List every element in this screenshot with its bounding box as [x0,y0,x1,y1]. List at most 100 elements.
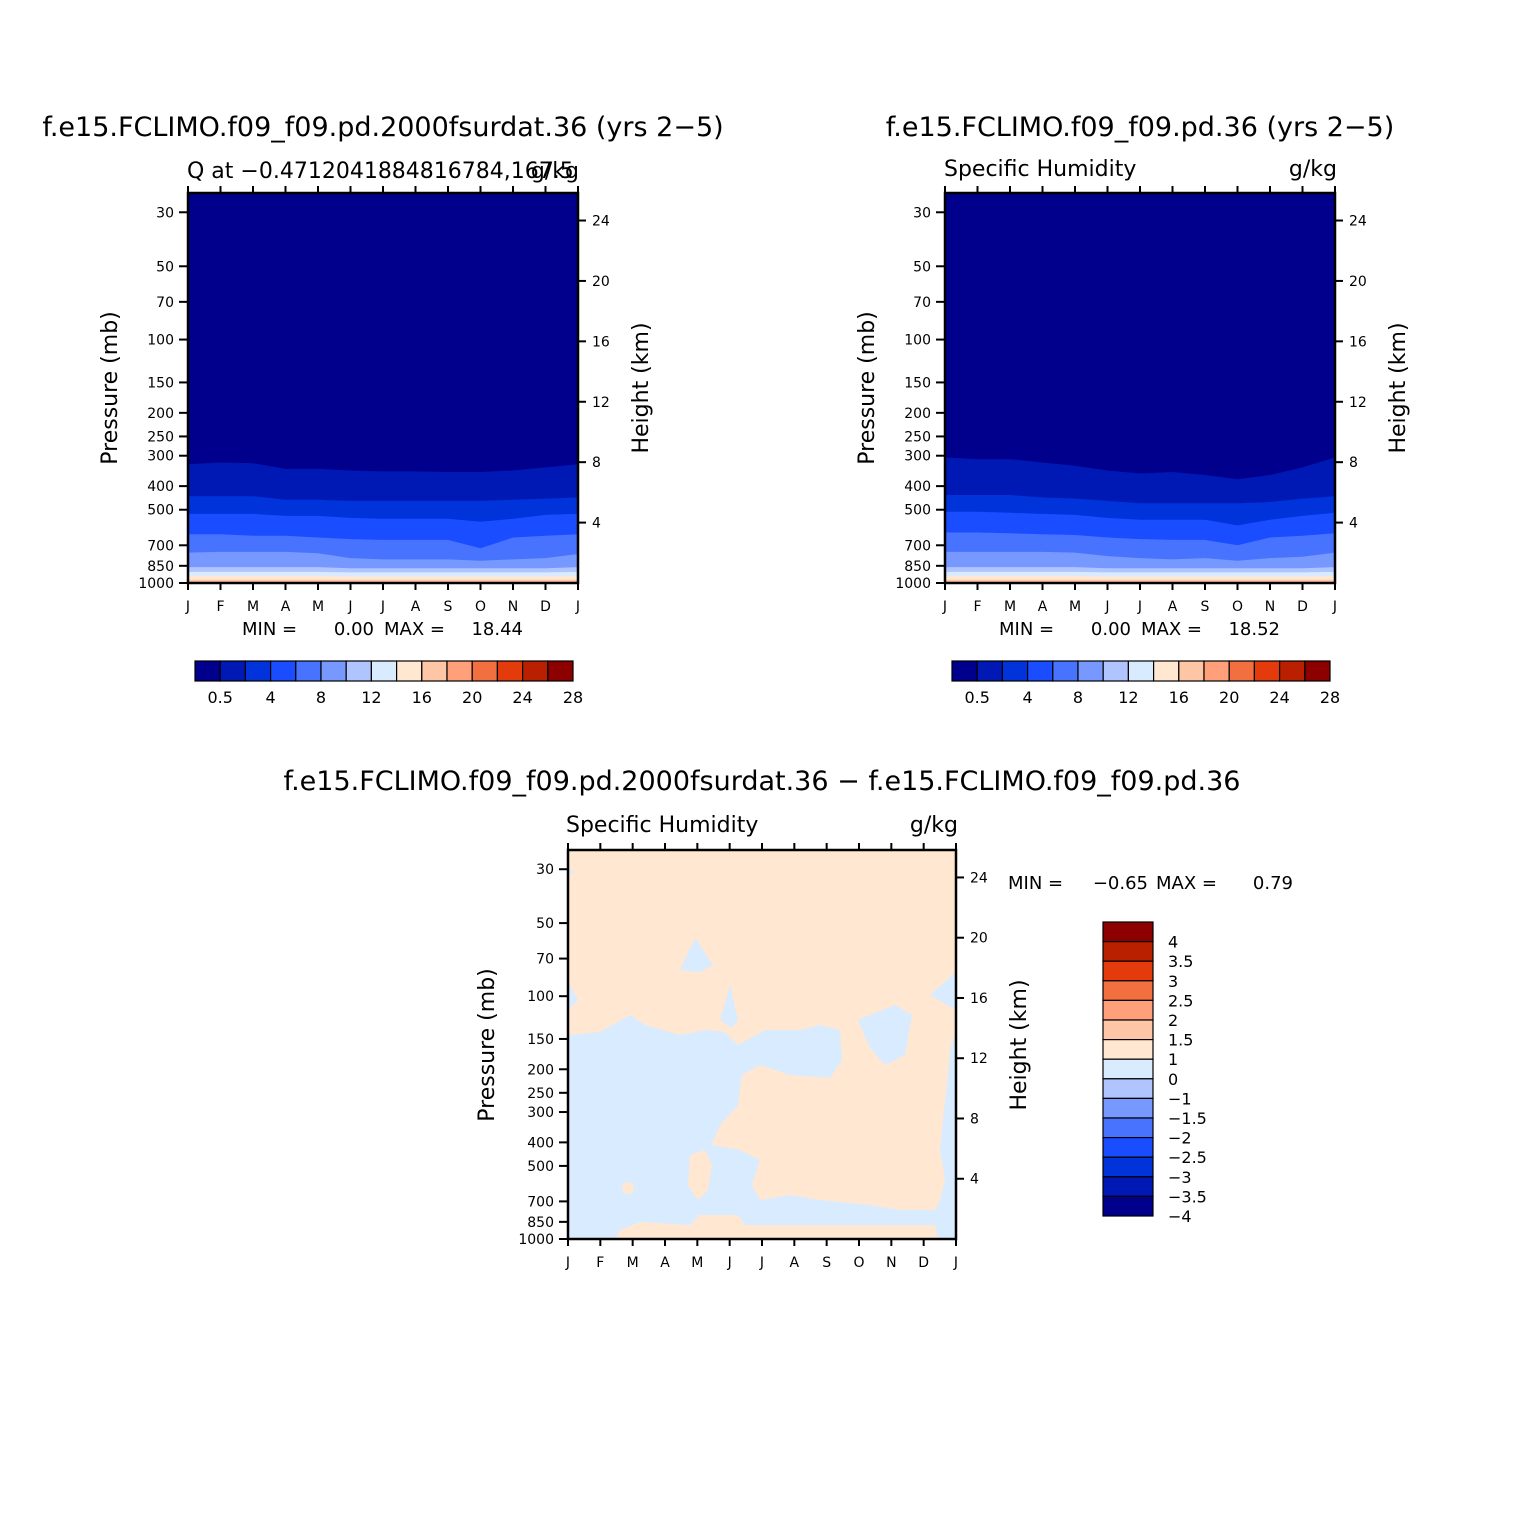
x-tick-label: J [942,599,947,615]
ylabel-right-top-right: Height (km) [1386,322,1411,453]
colorbar-box [1102,1019,1154,1041]
y-tick-label: 30 [913,205,931,221]
colorbar-box [547,660,574,682]
x-tick-label: A [411,599,421,615]
x-tick-label: D [918,1255,929,1271]
y-tick-label: 850 [147,559,174,575]
colorbar-label: −1.5 [1168,1109,1207,1128]
ylabel-right-bottom: Height (km) [1007,979,1032,1110]
colorbar-label: 24 [1269,688,1289,707]
x-tick-label: J [347,599,352,615]
y-tick-label: 200 [147,406,174,422]
x-tick-label: A [790,1255,800,1271]
y-tick-label: 400 [904,479,931,495]
colorbar-box [1304,660,1331,682]
colorbar-box [471,660,499,682]
colorbar-label: 0.5 [207,688,232,707]
colorbar-label: 12 [1118,688,1138,707]
plot-area-top-right [945,193,1335,583]
x-tick-label: M [247,599,259,615]
max-label: MAX = [384,619,445,640]
diff-region-negative-patch [930,972,956,1010]
x-tick-label: M [1069,599,1081,615]
y-tick-label: 400 [147,479,174,495]
colorbar-box [396,660,423,682]
x-tick-label: J [1137,599,1142,615]
y-right-tick-label: 20 [1349,274,1367,290]
diff-region-negative-main [568,1015,956,1239]
colorbar-box [1253,660,1281,682]
colorbar-box [1102,1176,1154,1198]
colorbar-label: 4 [1168,933,1178,952]
x-tick-label: S [444,599,453,615]
panel-title-top-right: f.e15.FCLIMO.f09_f09.pd.36 (yrs 2−5) [886,112,1394,143]
colorbar-label: 2 [1168,1011,1178,1030]
y-right-tick-label: 8 [970,1111,979,1127]
x-tick-label: F [216,599,224,615]
y-tick-label: 850 [904,559,931,575]
colorbar-label: 1.5 [1168,1031,1193,1050]
colorbar-label: 2.5 [1168,991,1193,1010]
colorbar-label: 0.5 [964,688,989,707]
y-tick-label: 1000 [895,576,931,592]
colorbar-box [370,660,398,682]
colorbar-box [345,660,373,682]
y-tick-label: 1000 [518,1232,554,1248]
x-tick-label: J [185,599,190,615]
diff-region-negative-patch [720,985,738,1028]
y-tick-label: 70 [156,295,174,311]
y-right-tick-label: 24 [592,214,610,230]
y-tick-label: 300 [904,449,931,465]
colorbar-box [219,660,246,682]
colorbar-box [1102,1097,1154,1119]
colorbar-label: 24 [512,688,532,707]
x-tick-label: O [475,599,486,615]
colorbar-label: 20 [1219,688,1239,707]
min-label: MIN = [999,619,1054,640]
x-tick-label: D [540,599,551,615]
y-tick-label: 30 [536,862,554,878]
max-value: 0.79 [1253,873,1293,894]
y-tick-label: 700 [527,1194,554,1210]
colorbar-box [1052,660,1079,682]
x-tick-label: A [281,599,291,615]
y-tick-label: 850 [527,1215,554,1231]
colorbar-label: 3 [1168,972,1178,991]
colorbar-label: 8 [316,688,326,707]
colorbar-box [1102,1156,1154,1178]
y-tick-label: 700 [147,538,174,554]
x-tick-label: M [627,1255,639,1271]
x-tick-label: M [691,1255,703,1271]
colorbar-box [1178,660,1205,682]
y-tick-label: 500 [904,503,931,519]
colorbar-box [421,660,448,682]
x-tick-label: A [660,1255,670,1271]
colorbar-bottom: 43.532.521.510−1−1.5−2−2.5−3−3.5−4 [1102,921,1207,1226]
y-tick-label: 50 [913,259,931,275]
min-label: MIN = [1008,873,1063,894]
colorbar-label: −2 [1168,1129,1192,1148]
axes-layer: J F M A M J J A S O N D J305070100150200250300400500… [138,186,1367,1271]
x-tick-label: J [727,1255,732,1271]
subtitle-right-top-right: g/kg [1289,157,1337,182]
colorbar-box [1102,940,1154,962]
colorbar-label: 16 [412,688,432,707]
colorbar-box [1102,1136,1154,1158]
panel-title-top-left: f.e15.FCLIMO.f09_f09.pd.2000fsurdat.36 (… [42,112,723,143]
y-tick-label: 200 [527,1062,554,1078]
x-tick-label: S [822,1255,831,1271]
colorbar-label: 28 [1320,688,1340,707]
subtitle-left-top-left: Q at −0.4712041884816784,167.5 [187,159,574,184]
colorbar-label: 12 [361,688,381,707]
diff-region-negative-patch [680,938,713,972]
colorbar-box [1001,660,1029,682]
y-right-tick-label: 16 [970,991,988,1007]
x-tick-label: F [973,599,981,615]
x-tick-label: D [1297,599,1308,615]
colorbar-box [1102,1117,1154,1139]
y-tick-label: 150 [147,375,174,391]
colorbar-box [951,660,978,682]
ylabel-right-top-left: Height (km) [629,322,654,453]
